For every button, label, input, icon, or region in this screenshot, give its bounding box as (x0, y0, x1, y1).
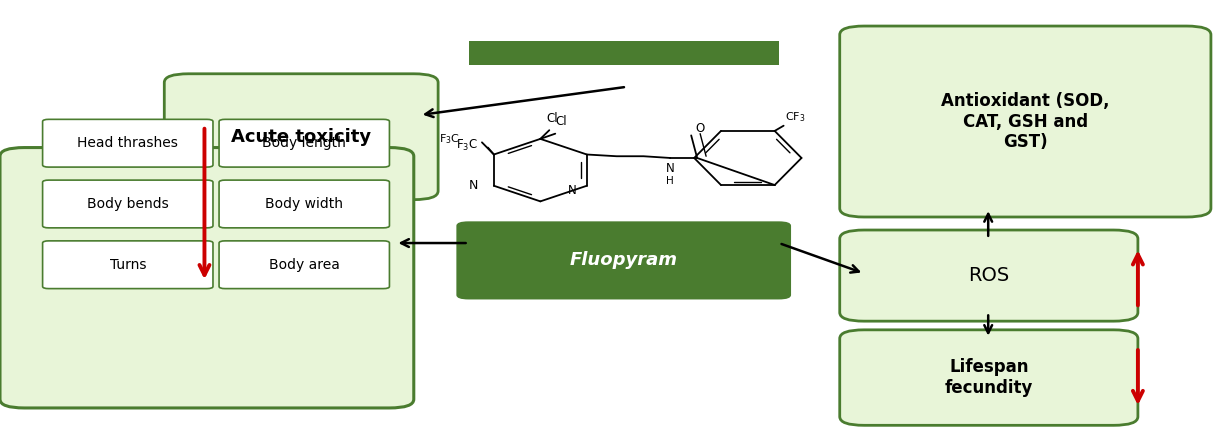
FancyBboxPatch shape (469, 30, 779, 295)
Text: Body width: Body width (265, 197, 343, 211)
Text: N: N (469, 179, 478, 192)
FancyBboxPatch shape (456, 221, 791, 299)
Text: Fluopyram: Fluopyram (570, 251, 678, 270)
Text: $\mathsf{F_3C}$: $\mathsf{F_3C}$ (438, 132, 460, 146)
FancyBboxPatch shape (43, 119, 213, 167)
Text: N: N (666, 162, 674, 175)
Text: $\mathsf{F_3C}$: $\mathsf{F_3C}$ (456, 138, 478, 153)
Text: Head thrashes: Head thrashes (78, 136, 178, 150)
Text: Acute toxicity: Acute toxicity (231, 128, 371, 146)
FancyBboxPatch shape (164, 74, 438, 200)
Text: N: N (567, 184, 577, 197)
FancyBboxPatch shape (840, 230, 1138, 321)
Text: Cl: Cl (546, 112, 559, 125)
Text: $\mathsf{CF_3}$: $\mathsf{CF_3}$ (785, 110, 806, 124)
Text: O: O (695, 122, 705, 135)
FancyBboxPatch shape (43, 180, 213, 228)
FancyBboxPatch shape (219, 119, 389, 167)
FancyBboxPatch shape (43, 241, 213, 289)
Text: Turns: Turns (110, 258, 146, 272)
Text: Body area: Body area (269, 258, 340, 272)
Text: Antioxidant (SOD,
CAT, GSH and
GST): Antioxidant (SOD, CAT, GSH and GST) (941, 92, 1110, 151)
Text: Body bends: Body bends (86, 197, 169, 211)
Text: Lifespan
fecundity: Lifespan fecundity (944, 358, 1033, 397)
FancyBboxPatch shape (0, 148, 414, 408)
FancyBboxPatch shape (219, 241, 389, 289)
Text: Body length: Body length (263, 136, 346, 150)
FancyBboxPatch shape (219, 180, 389, 228)
Text: H: H (667, 175, 674, 186)
FancyBboxPatch shape (469, 41, 779, 65)
Text: ROS: ROS (969, 266, 1009, 285)
FancyBboxPatch shape (840, 330, 1138, 425)
FancyBboxPatch shape (840, 26, 1211, 217)
Text: Cl: Cl (555, 115, 567, 128)
